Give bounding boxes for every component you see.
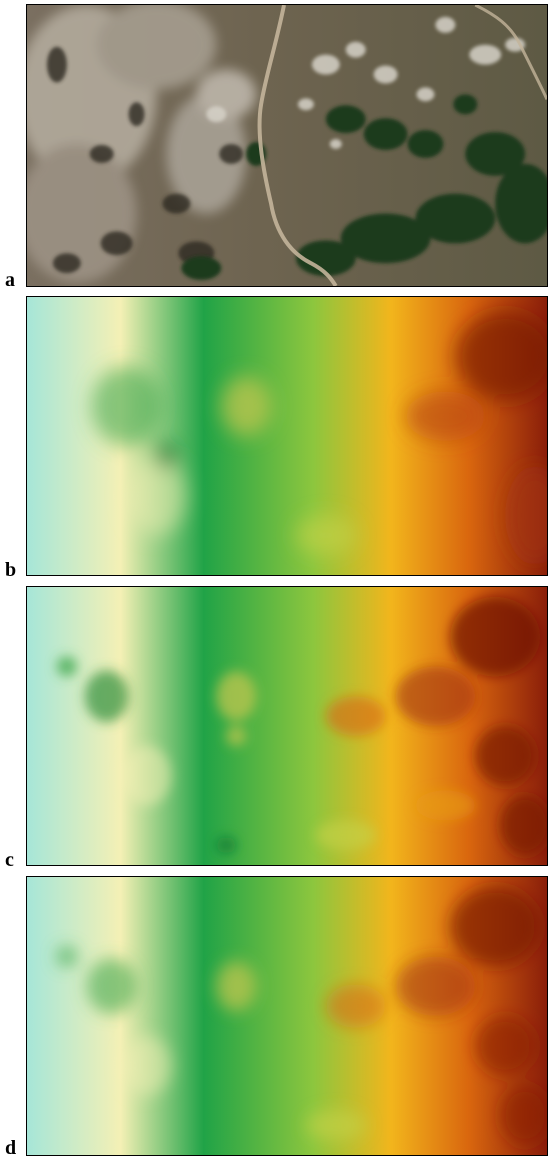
elevation-map-d — [26, 876, 548, 1156]
panel-label-d: d — [5, 1137, 17, 1159]
panel-a: a — [0, 0, 549, 290]
panel-label-c: c — [5, 849, 14, 871]
elevation-map-image-d — [27, 877, 547, 1155]
panel-label-a: a — [5, 269, 15, 291]
panel-d: d — [0, 872, 549, 1161]
elevation-map-image-c — [27, 587, 547, 865]
elevation-map-image-b — [27, 297, 547, 575]
panel-label-b: b — [5, 559, 17, 581]
panel-b: b — [0, 292, 549, 582]
aerial-photo-image — [27, 5, 547, 286]
elevation-map-c — [26, 586, 548, 866]
elevation-map-b — [26, 296, 548, 576]
panel-c: c — [0, 582, 549, 872]
aerial-photo — [26, 4, 548, 287]
